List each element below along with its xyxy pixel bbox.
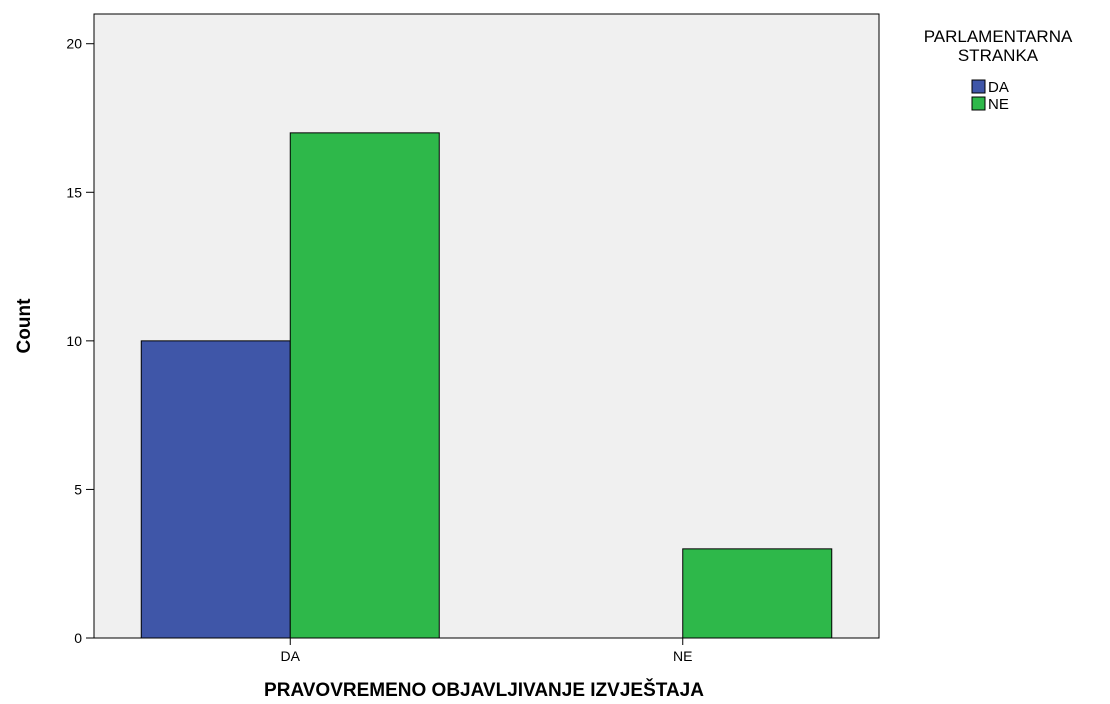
x-tick-label: DA bbox=[281, 648, 301, 664]
x-tick-label: NE bbox=[673, 648, 692, 664]
legend-title-line-1: PARLAMENTARNA bbox=[924, 27, 1073, 46]
bar-ne-ne bbox=[682, 548, 833, 639]
y-axis-title: Count bbox=[14, 298, 35, 354]
legend-swatch-ne bbox=[971, 96, 986, 111]
legend-swatch-da bbox=[971, 79, 986, 94]
y-tick-label: 15 bbox=[66, 184, 82, 200]
y-tick-label: 20 bbox=[66, 36, 82, 52]
bar-da-da bbox=[140, 340, 291, 639]
legend-label-da: DA bbox=[988, 79, 1009, 96]
bar-da-ne bbox=[289, 132, 440, 639]
x-axis-title: PRAVOVREMENO OBJAVLJIVANJE IZVJEŠTAJA bbox=[264, 679, 704, 701]
legend-title-line-2: STRANKA bbox=[958, 46, 1039, 65]
y-tick-label: 5 bbox=[74, 481, 82, 497]
legend: PARLAMENTARNA STRANKA DA NE bbox=[924, 27, 1073, 113]
y-tick-label: 0 bbox=[74, 630, 82, 646]
legend-label-ne: NE bbox=[988, 96, 1009, 113]
y-tick-label: 10 bbox=[66, 333, 82, 349]
